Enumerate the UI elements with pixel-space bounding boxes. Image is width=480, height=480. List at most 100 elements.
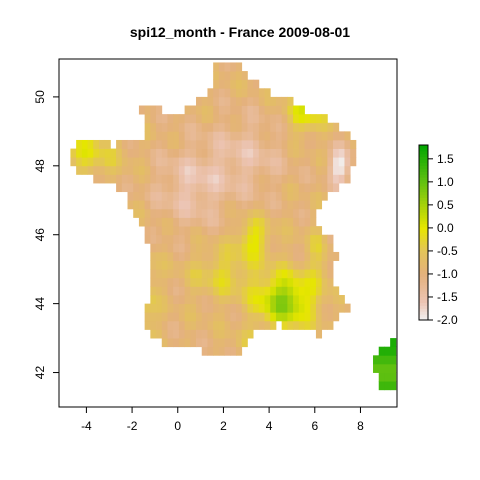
raster-cell [230, 243, 237, 253]
legend-color-segment [419, 317, 428, 321]
raster-cell [247, 286, 254, 296]
raster-cell [207, 96, 214, 106]
raster-cell [207, 260, 214, 270]
raster-cell [230, 260, 237, 270]
raster-cell [241, 122, 248, 132]
raster-cell [218, 217, 225, 227]
raster-cell [235, 295, 243, 305]
raster-cell [196, 312, 203, 322]
raster-cell [224, 139, 231, 149]
raster-cell [298, 312, 305, 322]
raster-cell [201, 226, 208, 236]
raster-cell [270, 217, 277, 227]
raster-cell [253, 157, 260, 167]
raster-cell [247, 79, 254, 89]
raster-cell [235, 114, 243, 124]
raster-cell [390, 355, 397, 365]
raster-cell [184, 217, 191, 227]
legend-color-segment [419, 299, 428, 303]
raster-cell [230, 183, 237, 193]
raster-cell [196, 148, 203, 158]
raster-cell [270, 157, 277, 167]
raster-cell [253, 260, 260, 270]
raster-cell [321, 114, 328, 124]
raster-cell [304, 303, 311, 313]
raster-cell [150, 217, 157, 227]
raster-cell [196, 191, 203, 201]
raster-cell [213, 105, 220, 115]
raster-cell [218, 191, 225, 201]
raster-cell [230, 131, 237, 141]
raster-cell [247, 191, 254, 201]
raster-cell [196, 234, 203, 244]
raster-cell [344, 174, 351, 184]
raster-cell [333, 122, 340, 132]
raster-cell [224, 105, 231, 115]
raster-cell [310, 208, 317, 218]
raster-cell [281, 234, 288, 244]
raster-cell [213, 96, 220, 106]
legend-tick-label: 1.5 [437, 152, 454, 166]
raster-cell [230, 165, 237, 175]
raster-cell [161, 286, 168, 296]
raster-cell [287, 131, 294, 141]
raster-cell [293, 234, 300, 244]
raster-cell [121, 183, 128, 193]
raster-cell [253, 105, 260, 115]
raster-cell [338, 174, 345, 184]
raster-cell [190, 251, 197, 261]
raster-cell [327, 183, 334, 193]
raster-cell [270, 312, 277, 322]
raster-cell [184, 226, 191, 236]
raster-cell [270, 260, 277, 270]
raster-cell [150, 200, 157, 210]
raster-cell [247, 105, 254, 115]
raster-cell [241, 269, 248, 279]
raster-cell [253, 234, 260, 244]
legend-frame [418, 144, 429, 321]
raster-cell [218, 71, 225, 81]
raster-cell [167, 122, 174, 132]
raster-cell [144, 174, 151, 184]
raster-cell [264, 157, 271, 167]
raster-cell [81, 148, 88, 158]
raster-cell [196, 122, 203, 132]
raster-cell [304, 183, 311, 193]
raster-cell [310, 226, 317, 236]
raster-cell [315, 251, 323, 261]
raster-cell [270, 165, 277, 175]
legend-color-segment [419, 238, 428, 242]
raster-cell [338, 139, 345, 149]
raster-cell [241, 329, 248, 339]
raster-cell [327, 139, 334, 149]
raster-cell [327, 234, 334, 244]
raster-cell [156, 139, 163, 149]
raster-cell [167, 157, 174, 167]
raster-cell [298, 105, 305, 115]
raster-cell [207, 157, 214, 167]
raster-cell [327, 251, 334, 261]
raster-cell [247, 139, 254, 149]
raster-cell [207, 139, 214, 149]
raster-cell [224, 183, 231, 193]
raster-cell [281, 226, 288, 236]
raster-cell [281, 320, 288, 330]
raster-cell [213, 122, 220, 132]
raster-cell [264, 208, 271, 218]
raster-cell [161, 226, 168, 236]
raster-cell [230, 217, 237, 227]
legend-color-segment [419, 270, 428, 274]
raster-cell [304, 165, 311, 175]
raster-cell [253, 243, 260, 253]
raster-cell [173, 234, 180, 244]
raster-cell [138, 191, 146, 201]
raster-cell [293, 174, 300, 184]
raster-cell [173, 295, 180, 305]
raster-cell [270, 243, 277, 253]
raster-cell [298, 148, 305, 158]
raster-cell [150, 122, 157, 132]
raster-cell [293, 269, 300, 279]
raster-cell [390, 338, 397, 348]
raster-cell [258, 295, 265, 305]
raster-cell [230, 251, 237, 261]
